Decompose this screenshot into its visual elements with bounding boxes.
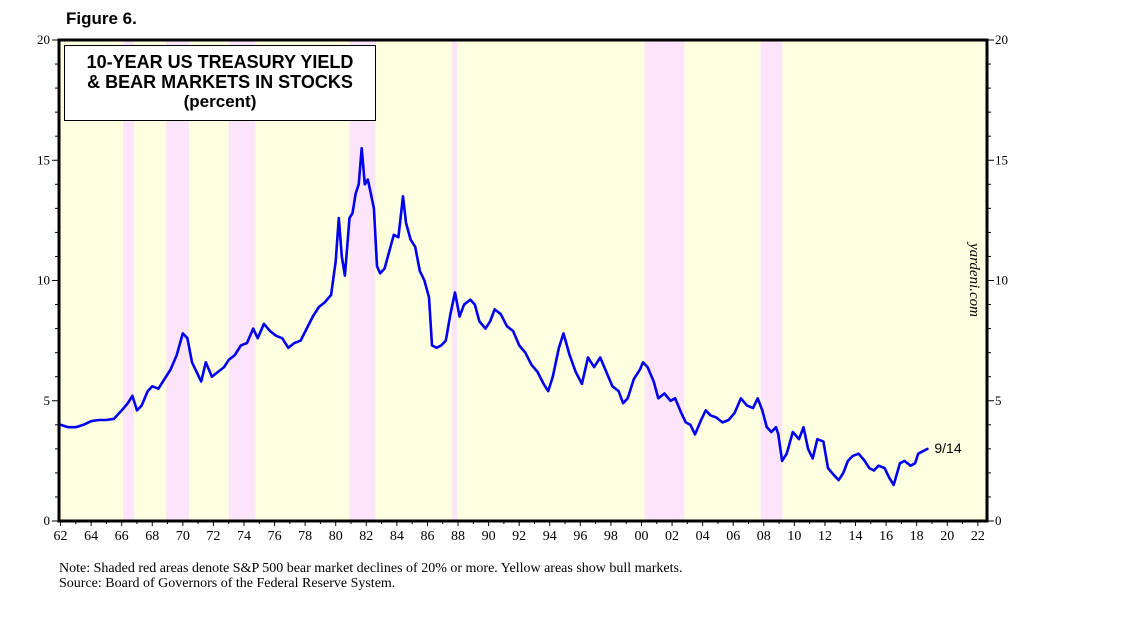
bear-market-band <box>451 40 458 521</box>
y-tick-label-right: 5 <box>995 393 1002 408</box>
chart-title-box: 10-YEAR US TREASURY YIELD & BEAR MARKETS… <box>64 45 376 121</box>
x-tick-label: 68 <box>145 529 159 544</box>
source-line: Source: Board of Governors of the Federa… <box>59 576 396 591</box>
y-tick-label-left: 0 <box>44 513 51 528</box>
y-tick-label-left: 10 <box>37 273 50 288</box>
y-tick-label-left: 20 <box>37 32 50 47</box>
x-tick-label: 72 <box>206 529 220 544</box>
x-tick-label: 02 <box>665 529 679 544</box>
x-tick-label: 90 <box>482 529 496 544</box>
chart-title: 10-YEAR US TREASURY YIELD <box>86 52 354 72</box>
x-tick-label: 12 <box>818 529 832 544</box>
x-tick-label: 94 <box>543 529 557 544</box>
x-tick-label: 76 <box>268 529 282 544</box>
x-tick-label: 00 <box>634 529 648 544</box>
end-label: 9/14 <box>934 440 961 456</box>
x-tick-label: 20 <box>940 529 954 544</box>
chart-title-line2: & BEAR MARKETS IN STOCKS <box>87 72 353 92</box>
x-tick-label: 64 <box>84 529 98 544</box>
x-tick-label: 06 <box>726 529 740 544</box>
bear-market-band <box>123 40 134 521</box>
x-tick-label: 16 <box>879 529 893 544</box>
bear-market-band <box>760 40 783 521</box>
y-tick-label-left: 15 <box>37 152 50 167</box>
y-tick-label-right: 20 <box>995 32 1008 47</box>
plot-frame <box>57 38 989 523</box>
x-tick-label: 96 <box>573 529 587 544</box>
x-tick-label: 92 <box>512 529 526 544</box>
watermark: yardeni.com <box>966 241 982 317</box>
figure-label: Figure 6. <box>66 9 137 28</box>
bear-market-band <box>644 40 685 521</box>
chart-subtitle: (percent) <box>183 92 257 111</box>
x-tick-label: 14 <box>849 529 863 544</box>
x-tick-label: 78 <box>298 529 312 544</box>
x-tick-label: 22 <box>971 529 985 544</box>
x-tick-label: 86 <box>420 529 434 544</box>
x-tick-label: 66 <box>115 529 129 544</box>
x-tick-label: 82 <box>359 529 373 544</box>
x-tick-label: 88 <box>451 529 465 544</box>
series-line <box>59 146 929 487</box>
x-tick-label: 98 <box>604 529 618 544</box>
bear-market-band <box>166 40 189 521</box>
x-tick-label: 10 <box>787 529 801 544</box>
chart-note: Note: Shaded red areas denote S&P 500 be… <box>59 561 683 591</box>
y-tick-label-right: 15 <box>995 152 1008 167</box>
y-tick-label-right: 0 <box>995 513 1002 528</box>
x-tick-label: 74 <box>237 529 251 544</box>
x-tick-label: 84 <box>390 529 404 544</box>
x-tick-label: 08 <box>757 529 771 544</box>
x-tick-label: 70 <box>176 529 190 544</box>
y-tick-label-right: 10 <box>995 273 1008 288</box>
x-tick-label: 04 <box>696 529 710 544</box>
note-line: Note: Shaded red areas denote S&P 500 be… <box>59 561 683 576</box>
x-tick-label: 62 <box>54 529 68 544</box>
y-tick-label-left: 5 <box>44 393 51 408</box>
x-tick-label: 80 <box>329 529 343 544</box>
x-tick-label: 18 <box>910 529 924 544</box>
